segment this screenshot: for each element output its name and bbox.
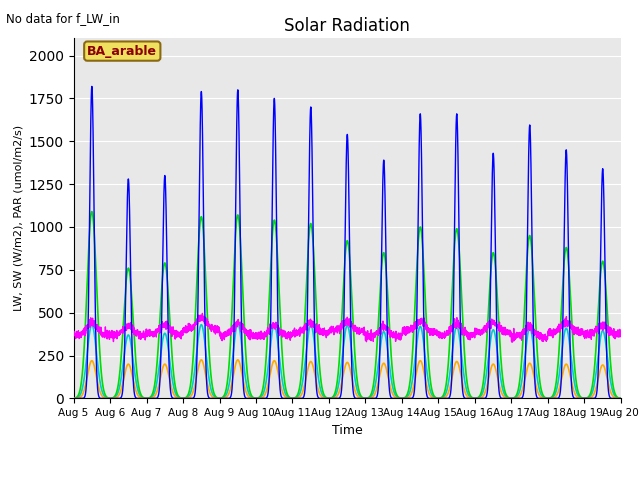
SW_in: [223, 384, 230, 389]
SW_in: [565, 270, 573, 276]
Line: PAR_out: PAR_out: [74, 324, 621, 398]
SW_in: [188, 377, 195, 383]
Legend: LW_out, PAR_in, PAR_out, SW_in, SW_out: LW_out, PAR_in, PAR_out, SW_in, SW_out: [108, 478, 586, 480]
SW_in: [88, 209, 96, 215]
LW_out: [70, 331, 77, 336]
LW_out: [508, 339, 516, 345]
SW_out: [565, 367, 573, 373]
PAR_out: [617, 396, 625, 401]
PAR_in: [187, 396, 195, 401]
Title: Solar Radiation: Solar Radiation: [284, 17, 410, 36]
PAR_out: [401, 395, 408, 401]
LW_out: [617, 330, 625, 336]
PAR_in: [401, 396, 408, 401]
Text: No data for f_LW_in: No data for f_LW_in: [6, 12, 120, 25]
X-axis label: Time: Time: [332, 424, 363, 437]
LW_out: [198, 311, 206, 316]
SW_in: [143, 396, 150, 401]
SW_out: [617, 396, 625, 401]
PAR_in: [70, 396, 77, 401]
PAR_in: [617, 396, 625, 401]
SW_out: [410, 381, 418, 387]
SW_out: [70, 396, 77, 401]
PAR_out: [143, 396, 150, 401]
LW_out: [401, 328, 408, 334]
PAR_out: [70, 396, 77, 401]
Line: SW_in: SW_in: [74, 212, 621, 398]
LW_out: [223, 330, 230, 336]
LW_out: [410, 324, 418, 329]
LW_out: [187, 326, 195, 332]
PAR_out: [234, 321, 242, 327]
LW_out: [617, 332, 625, 337]
PAR_in: [565, 282, 573, 288]
SW_in: [70, 396, 77, 401]
Line: SW_out: SW_out: [74, 360, 621, 398]
PAR_out: [187, 389, 195, 395]
SW_out: [401, 396, 408, 401]
SW_in: [617, 396, 625, 401]
LW_out: [565, 318, 573, 324]
PAR_out: [565, 337, 573, 343]
PAR_in: [223, 396, 230, 401]
SW_out: [198, 357, 205, 363]
Line: LW_out: LW_out: [74, 313, 621, 342]
Text: BA_arable: BA_arable: [87, 45, 157, 58]
PAR_out: [223, 391, 230, 397]
PAR_in: [617, 396, 625, 401]
SW_out: [223, 394, 230, 400]
SW_in: [617, 396, 625, 401]
PAR_out: [617, 396, 625, 401]
SW_out: [187, 393, 195, 399]
Y-axis label: LW, SW (W/m2), PAR (umol/m2/s): LW, SW (W/m2), PAR (umol/m2/s): [13, 125, 23, 312]
PAR_in: [88, 84, 96, 89]
SW_in: [401, 395, 408, 400]
PAR_out: [410, 362, 418, 368]
Line: PAR_in: PAR_in: [74, 86, 621, 398]
SW_in: [410, 317, 418, 323]
PAR_in: [410, 389, 418, 395]
SW_out: [617, 396, 625, 401]
